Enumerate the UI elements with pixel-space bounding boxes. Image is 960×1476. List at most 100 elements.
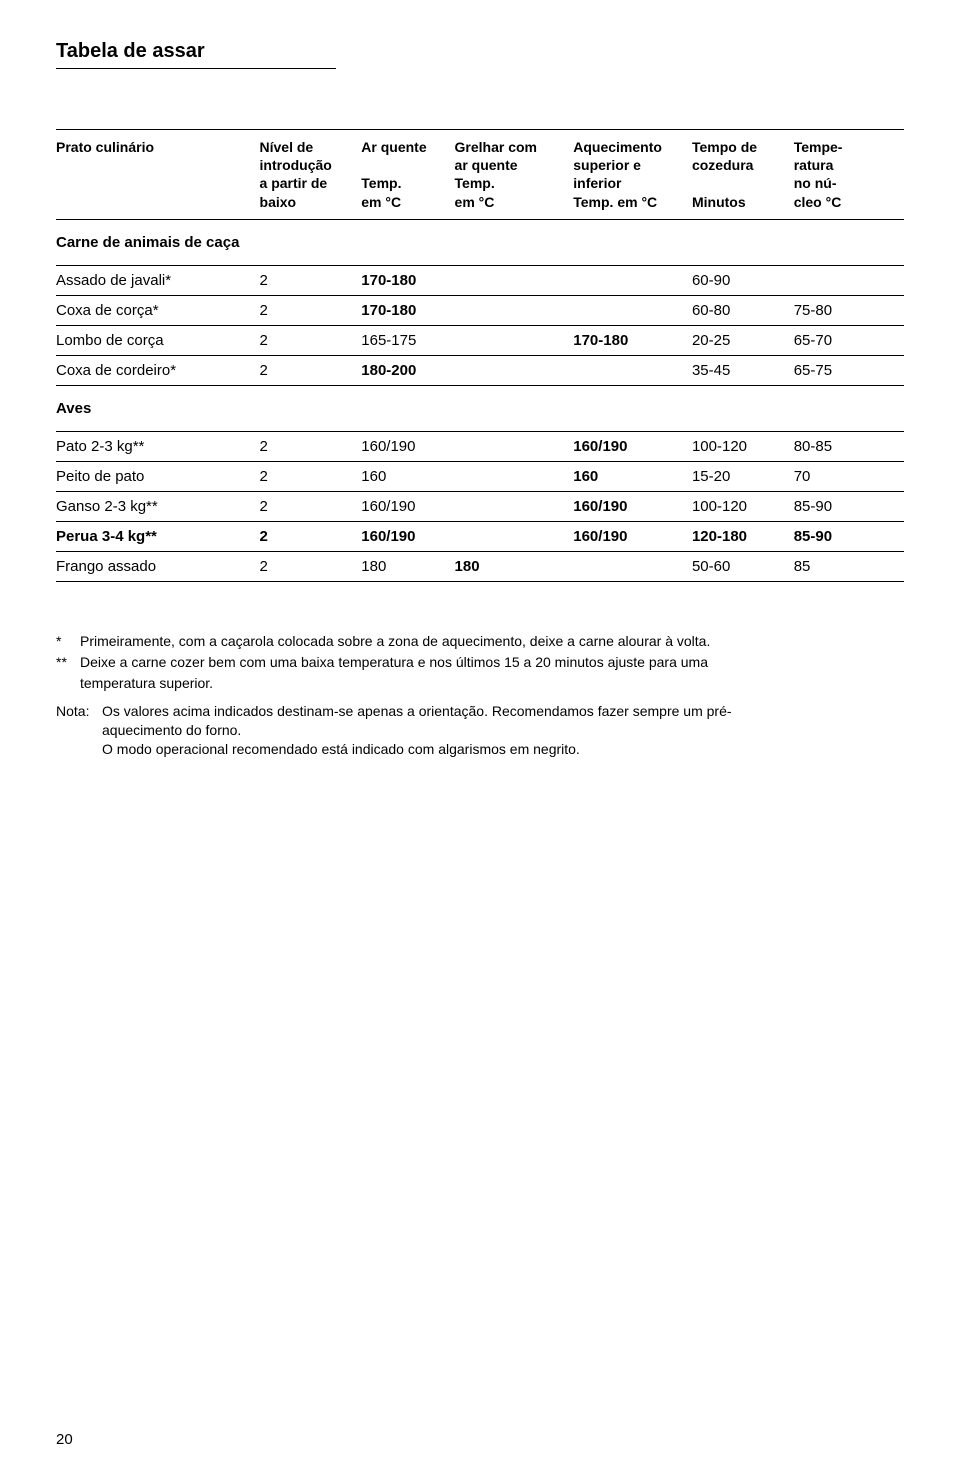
cell-c5: 80-85 [794, 431, 904, 461]
nota-label: Nota: [56, 702, 102, 721]
table-row: Coxa de cordeiro*2180-200 35-4565-75 [56, 355, 904, 385]
footnote-marker: * [56, 632, 80, 651]
cell-level: 2 [260, 491, 362, 521]
cell-level: 2 [260, 355, 362, 385]
col-header-c5: Tempe- ratura no nú- cleo °C [794, 130, 904, 219]
cell-c4: 35-45 [692, 355, 794, 385]
cell-c1: 160/190 [361, 431, 454, 461]
cell-c4: 60-90 [692, 265, 794, 295]
cell-dish: Coxa de cordeiro* [56, 355, 260, 385]
table-row: Coxa de corça*2170-180 60-8075-80 [56, 295, 904, 325]
col-header-level: Nível de introdução a partir de baixo [260, 130, 362, 219]
cell-c3 [573, 551, 692, 581]
cell-c5: 85 [794, 551, 904, 581]
cell-c3 [573, 295, 692, 325]
section-label: Carne de animais de caça [56, 219, 904, 265]
cell-dish: Lombo de corça [56, 325, 260, 355]
footnote-marker: ** [56, 653, 80, 672]
section-row: Carne de animais de caça [56, 219, 904, 265]
cell-level: 2 [260, 521, 362, 551]
cell-dish: Ganso 2-3 kg** [56, 491, 260, 521]
cell-level: 2 [260, 295, 362, 325]
cell-c4: 100-120 [692, 491, 794, 521]
cell-c2: 180 [455, 551, 574, 581]
nota-text: O modo operacional recomendado está indi… [56, 740, 904, 759]
footnote-star2: ** Deixe a carne cozer bem com uma baixa… [56, 653, 904, 672]
cell-c4: 120-180 [692, 521, 794, 551]
cell-level: 2 [260, 431, 362, 461]
cell-c4: 50-60 [692, 551, 794, 581]
cell-c1: 160/190 [361, 491, 454, 521]
cell-c3: 160/190 [573, 491, 692, 521]
cell-c5: 85-90 [794, 521, 904, 551]
nota-text: Os valores acima indicados destinam-se a… [102, 702, 732, 721]
table-head: Prato culinário Nível de introdução a pa… [56, 130, 904, 219]
cell-level: 2 [260, 551, 362, 581]
section-label: Aves [56, 385, 904, 431]
cell-level: 2 [260, 325, 362, 355]
cell-c4: 100-120 [692, 431, 794, 461]
table-row: Frango assado218018050-6085 [56, 551, 904, 581]
cell-c1: 170-180 [361, 295, 454, 325]
cell-c2 [455, 295, 574, 325]
table-row: Perua 3-4 kg**2160/190160/190120-18085-9… [56, 521, 904, 551]
cell-dish: Frango assado [56, 551, 260, 581]
col-header-c2: Grelhar com ar quente Temp. em °C [455, 130, 574, 219]
cell-c3: 170-180 [573, 325, 692, 355]
cell-c1: 165-175 [361, 325, 454, 355]
col-header-c4: Tempo de cozedura Minutos [692, 130, 794, 219]
table-row: Peito de pato216016015-2070 [56, 461, 904, 491]
cell-c4: 15-20 [692, 461, 794, 491]
cell-c3: 160/190 [573, 521, 692, 551]
cell-c5: 65-75 [794, 355, 904, 385]
cell-c5: 75-80 [794, 295, 904, 325]
cell-level: 2 [260, 461, 362, 491]
cell-c2 [455, 431, 574, 461]
table-row: Assado de javali*2170-18060-90 [56, 265, 904, 295]
footnote-star1: * Primeiramente, com a caçarola colocada… [56, 632, 904, 651]
cell-c1: 160 [361, 461, 454, 491]
table-row: Pato 2-3 kg**2160/190160/190100-12080-85 [56, 431, 904, 461]
cell-c1: 180-200 [361, 355, 454, 385]
table-body: Carne de animais de caçaAssado de javali… [56, 219, 904, 581]
cell-c1: 160/190 [361, 521, 454, 551]
cell-c3 [573, 355, 692, 385]
footnotes: * Primeiramente, com a caçarola colocada… [56, 632, 904, 759]
table-row: Lombo de corça2165-175 170-18020-2565-70 [56, 325, 904, 355]
cell-c5: 70 [794, 461, 904, 491]
cell-c2 [455, 491, 574, 521]
cell-c1: 170-180 [361, 265, 454, 295]
col-header-c3: Aquecimento superior e inferior Temp. em… [573, 130, 692, 219]
col-header-c1: Ar quente Temp. em °C [361, 130, 454, 219]
page-title: Tabela de assar [56, 40, 336, 63]
cell-dish: Coxa de corça* [56, 295, 260, 325]
cell-c1: 180 [361, 551, 454, 581]
col-header-dish: Prato culinário [56, 130, 260, 219]
cell-c2 [455, 461, 574, 491]
cell-c5 [794, 265, 904, 295]
cell-c5: 65-70 [794, 325, 904, 355]
section-row: Aves [56, 385, 904, 431]
table-header-row: Prato culinário Nível de introdução a pa… [56, 130, 904, 219]
cell-c2 [455, 521, 574, 551]
cell-c3: 160/190 [573, 431, 692, 461]
nota-text: aquecimento do forno. [56, 721, 904, 740]
cell-dish: Perua 3-4 kg** [56, 521, 260, 551]
page-title-container: Tabela de assar [56, 40, 336, 69]
cell-c2 [455, 325, 574, 355]
cell-c4: 60-80 [692, 295, 794, 325]
cell-c2 [455, 355, 574, 385]
footnote-text-cont: temperatura superior. [56, 674, 904, 693]
cell-c2 [455, 265, 574, 295]
nota-block: Nota: Os valores acima indicados destina… [56, 702, 904, 759]
cell-dish: Peito de pato [56, 461, 260, 491]
page-number: 20 [56, 1431, 73, 1448]
cell-c5: 85-90 [794, 491, 904, 521]
cell-c3 [573, 265, 692, 295]
footnote-text: Primeiramente, com a caçarola colocada s… [80, 632, 904, 651]
cell-c3: 160 [573, 461, 692, 491]
cell-c4: 20-25 [692, 325, 794, 355]
cell-dish: Assado de javali* [56, 265, 260, 295]
roasting-table: Prato culinário Nível de introdução a pa… [56, 130, 904, 582]
cell-dish: Pato 2-3 kg** [56, 431, 260, 461]
